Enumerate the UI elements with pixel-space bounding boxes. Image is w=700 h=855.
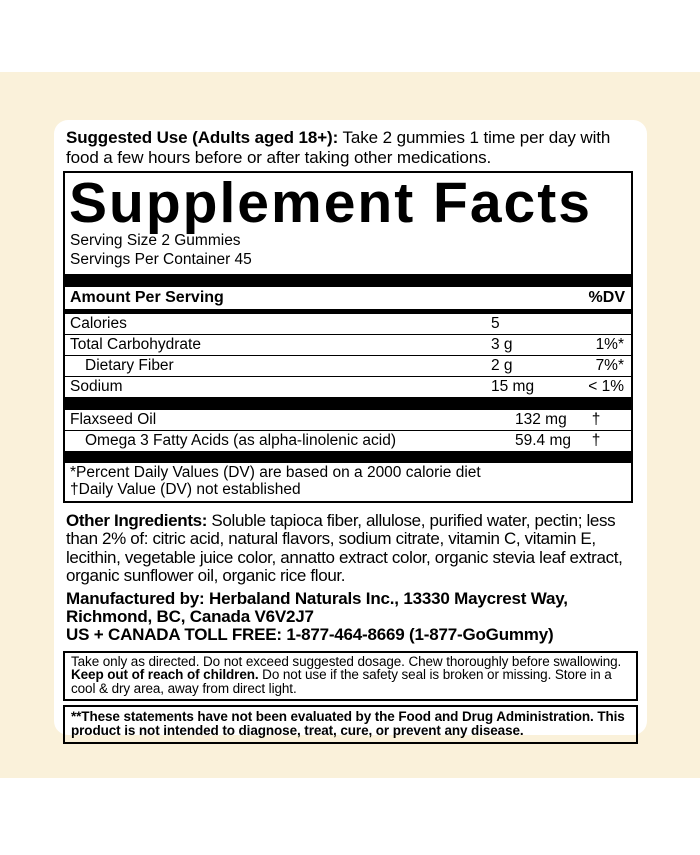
footnotes: *Percent Daily Values (DV) are based on … [65,463,631,501]
directions-warning-box: Take only as directed. Do not exceed sug… [63,650,638,702]
row-amount: 5 [491,315,500,332]
table-row-sodium: Sodium 15 mg < 1% [65,377,631,397]
suggested-use: Suggested Use (Adults aged 18+): Take 2 … [66,128,635,168]
amount-per-serving-header: Amount Per Serving %DV [65,287,631,309]
divider-bar-thick [65,397,631,410]
row-name: Sodium [70,378,123,395]
row-dv [579,314,631,334]
amount-per-serving-label: Amount Per Serving [70,289,224,306]
footnote-dagger: †Daily Value (DV) not established [70,480,301,498]
directions-text-2: Do not use if the safety seal is broken … [71,667,612,697]
other-ingredients-lead: Other Ingredients: [66,511,208,530]
table-row-flaxseed-oil: Flaxseed Oil 132 mg † [65,410,631,431]
supplement-facts-panel: Supplement Facts Serving Size 2 Gummies … [63,171,633,503]
row-amount: 59.4 mg [515,432,572,449]
supplement-facts-title: Supplement Facts [69,171,592,235]
row-amount: 132 mg [515,411,567,428]
footnote-percent-dv: *Percent Daily Values (DV) are based on … [70,464,481,481]
keep-out-of-reach-text: Keep out of reach of children. [71,667,259,683]
row-amount: 2 g [491,357,513,374]
row-dv: < 1% [588,378,624,395]
label-card: Suggested Use (Adults aged 18+): Take 2 … [54,120,647,745]
other-ingredients-text: Soluble tapioca fiber, allulose, purifie… [66,511,623,586]
row-name: Flaxseed Oil [70,411,157,428]
divider-bar-thick [65,274,631,287]
row-dv: 7%* [595,357,624,374]
directions-text-1: Take only as directed. Do not exceed sug… [71,653,622,669]
row-name: Calories [70,315,127,332]
row-amount: 3 g [491,336,513,353]
manufacturer-block: Manufactured by: Herbaland Naturals Inc.… [66,588,635,645]
row-name: Total Carbohydrate [70,336,201,353]
suggested-use-text: Take 2 gummies 1 time per day with food … [66,128,611,167]
divider-bar-medium [65,309,631,314]
table-row-total-carbohydrate: Total Carbohydrate 3 g 1%* [65,335,631,356]
table-row-dietary-fiber: Dietary Fiber 2 g 7%* [65,356,631,377]
other-ingredients: Other Ingredients: Soluble tapioca fiber… [66,511,635,586]
percent-dv-label: %DV [588,289,625,306]
toll-free-number: US + CANADA TOLL FREE: 1-877-464-8669 (1… [66,625,554,645]
row-name: Omega 3 Fatty Acids (as alpha-linolenic … [85,432,397,449]
suggested-use-lead: Suggested Use (Adults aged 18+): [66,128,339,147]
divider-bar-thick [65,451,631,463]
row-amount: 15 mg [491,378,535,395]
serving-size: Serving Size 2 Gummies [70,232,241,249]
row-dv: † [591,432,601,449]
table-row-calories: Calories 5 [65,314,631,335]
servings-per-container: Servings Per Container 45 [70,251,252,268]
fda-disclaimer-box: **These statements have not been evaluat… [63,705,638,745]
manufacturer-address: Manufactured by: Herbaland Naturals Inc.… [66,588,568,626]
row-dv: 1%* [595,336,624,353]
fda-disclaimer-text: **These statements have not been evaluat… [71,709,625,739]
table-row-omega3: Omega 3 Fatty Acids (as alpha-linolenic … [65,431,631,451]
row-name: Dietary Fiber [85,357,174,374]
row-dv: † [591,411,601,428]
